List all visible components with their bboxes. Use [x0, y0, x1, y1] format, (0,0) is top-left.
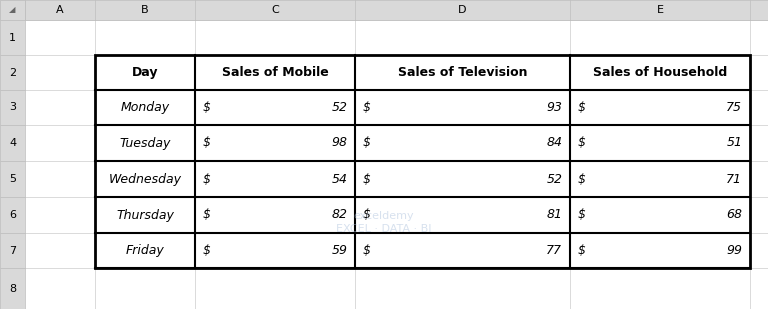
- Text: 8: 8: [9, 283, 16, 294]
- Text: 54: 54: [331, 172, 347, 185]
- Text: Sales of Television: Sales of Television: [398, 66, 528, 79]
- Bar: [0, 20, 25, 55]
- Text: 98: 98: [331, 137, 347, 150]
- Bar: [0, 90, 25, 125]
- Text: 5: 5: [9, 174, 16, 184]
- Text: 7: 7: [9, 245, 16, 256]
- Text: C: C: [271, 5, 279, 15]
- Text: 77: 77: [546, 244, 562, 257]
- Text: Thursday: Thursday: [116, 209, 174, 222]
- Text: $: $: [203, 101, 210, 114]
- Text: $: $: [203, 209, 210, 222]
- Text: $: $: [362, 244, 371, 257]
- Text: $: $: [362, 101, 371, 114]
- Text: 82: 82: [331, 209, 347, 222]
- Text: D: D: [458, 5, 467, 15]
- Text: 71: 71: [727, 172, 743, 185]
- Text: $: $: [362, 209, 371, 222]
- Text: $: $: [578, 137, 586, 150]
- Bar: [0, 125, 25, 161]
- Text: 52: 52: [546, 172, 562, 185]
- Text: 51: 51: [727, 137, 743, 150]
- Text: 2: 2: [9, 67, 16, 78]
- Bar: [95, 55, 750, 268]
- Text: 6: 6: [9, 210, 16, 220]
- Text: $: $: [203, 137, 210, 150]
- Text: Day: Day: [132, 66, 158, 79]
- Text: $: $: [203, 244, 210, 257]
- Text: 99: 99: [727, 244, 743, 257]
- Text: $: $: [578, 101, 586, 114]
- Text: 84: 84: [546, 137, 562, 150]
- Text: 93: 93: [546, 101, 562, 114]
- Text: 75: 75: [727, 101, 743, 114]
- Bar: [0, 0, 768, 20]
- Text: 1: 1: [9, 32, 16, 43]
- Text: A: A: [56, 5, 64, 15]
- Text: Wednesday: Wednesday: [108, 172, 181, 185]
- Text: $: $: [362, 137, 371, 150]
- Bar: [0, 161, 25, 197]
- Text: Tuesday: Tuesday: [119, 137, 170, 150]
- Text: ◢: ◢: [9, 6, 16, 15]
- Bar: [0, 0, 25, 20]
- Text: $: $: [578, 244, 586, 257]
- Text: Monday: Monday: [121, 101, 170, 114]
- Text: 4: 4: [9, 138, 16, 148]
- Text: $: $: [578, 172, 586, 185]
- Bar: [0, 268, 25, 309]
- Text: $: $: [362, 172, 371, 185]
- Text: $: $: [578, 209, 586, 222]
- Text: 81: 81: [546, 209, 562, 222]
- Text: $: $: [203, 172, 210, 185]
- Text: Sales of Mobile: Sales of Mobile: [222, 66, 329, 79]
- Text: exceldemy
EXCEL · DATA · BI: exceldemy EXCEL · DATA · BI: [336, 211, 432, 234]
- Text: 68: 68: [727, 209, 743, 222]
- Text: Sales of Household: Sales of Household: [593, 66, 727, 79]
- Text: Friday: Friday: [126, 244, 164, 257]
- Bar: [0, 233, 25, 268]
- Bar: [0, 55, 25, 90]
- Text: 3: 3: [9, 103, 16, 112]
- Text: 52: 52: [331, 101, 347, 114]
- Bar: [0, 197, 25, 233]
- Text: 59: 59: [331, 244, 347, 257]
- Text: E: E: [657, 5, 664, 15]
- Text: B: B: [141, 5, 149, 15]
